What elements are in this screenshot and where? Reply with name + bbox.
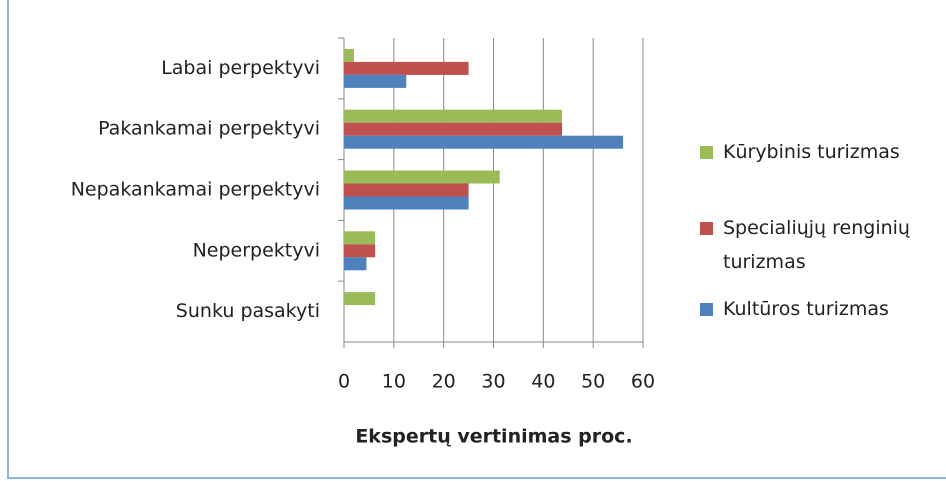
legend-item: Specialiųjų renginių turizmas [692, 211, 942, 279]
y-tick-label: Nepakankamai perpektyvi [71, 179, 320, 201]
x-axis-title: Ekspertų vertinimas proc. [355, 426, 632, 448]
x-tick-label: 0 [338, 371, 350, 393]
legend-label: Kūrybinis turizmas [723, 141, 900, 163]
legend-swatch [700, 303, 713, 316]
bar [344, 196, 469, 210]
legend-swatch [700, 222, 713, 235]
y-tick-label: Pakankamai perpektyvi [98, 118, 320, 140]
legend-label: Kultūros turizmas [723, 298, 889, 320]
legend-label: Specialiųjų renginių turizmas [723, 217, 910, 273]
bar [344, 183, 469, 197]
bar [344, 48, 354, 62]
bar [344, 231, 376, 245]
bar [344, 74, 407, 88]
x-tick-label: 60 [631, 371, 655, 393]
legend-item: Kūrybinis turizmas [692, 135, 942, 169]
bar [344, 61, 469, 75]
y-tick-label: Labai perpektyvi [161, 57, 320, 79]
x-tick-label: 10 [382, 371, 406, 393]
bar [344, 135, 624, 149]
legend-item: Kultūros turizmas [692, 292, 942, 326]
y-tick-label: Sunku pasakyti [176, 300, 320, 322]
bar [344, 257, 367, 271]
x-tick-label: 30 [481, 371, 505, 393]
x-tick-label: 40 [531, 371, 555, 393]
bar [344, 109, 563, 123]
bar [344, 170, 500, 184]
bar [344, 292, 376, 306]
legend-swatch [700, 146, 713, 159]
x-tick-label: 20 [432, 371, 456, 393]
y-tick-label: Neperpektyvi [193, 239, 320, 261]
x-tick-label: 50 [581, 371, 605, 393]
bar [344, 244, 376, 258]
frame-border [7, 0, 946, 479]
bar [344, 122, 563, 136]
